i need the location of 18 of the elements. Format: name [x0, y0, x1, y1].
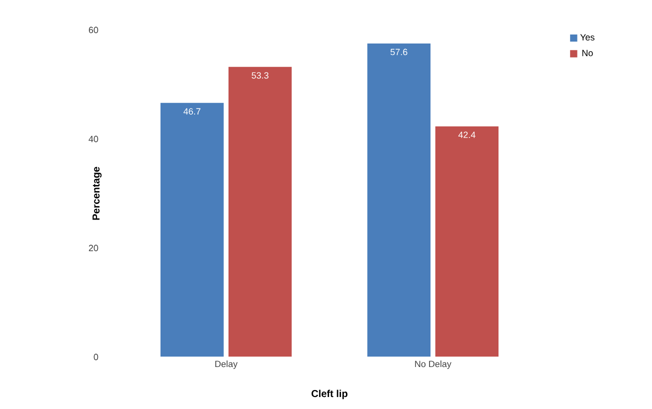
y-tick-label: 60: [88, 26, 98, 34]
y-tick-label: 20: [88, 244, 98, 252]
x-tick-label: No Delay: [415, 360, 452, 369]
bar: [434, 126, 500, 358]
bar: [160, 102, 224, 358]
y-axis-title: Percentage: [92, 166, 102, 220]
data-label: 42.4: [458, 132, 476, 138]
x-axis-title: Cleft lip: [312, 390, 348, 400]
legend-label: No: [582, 50, 593, 56]
legend-label: Yes: [580, 34, 594, 40]
data-label: 53.3: [252, 72, 268, 79]
data-label: 57.6: [390, 48, 408, 56]
data-label: 46.7: [184, 108, 200, 115]
bar: [366, 42, 432, 358]
y-tick-label: 0: [94, 354, 98, 360]
bar: [228, 66, 292, 358]
y-tick-label: 40: [88, 136, 98, 142]
x-tick-label: Delay: [215, 360, 238, 369]
